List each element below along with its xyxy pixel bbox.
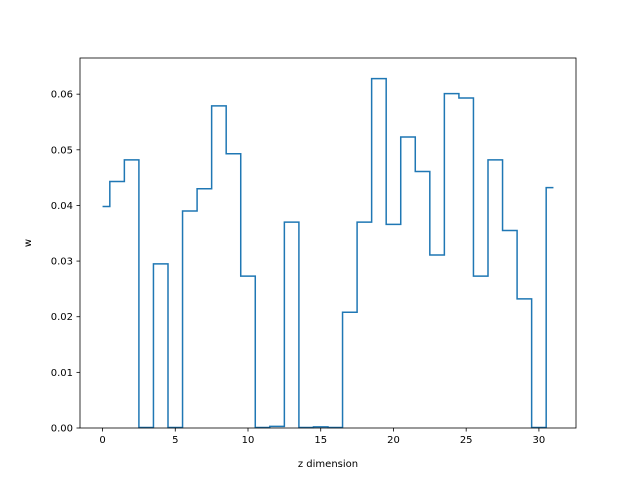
x-axis-ticks: 0 5 10 15 20 25 30: [99, 428, 545, 446]
series-line: [102, 77, 554, 429]
x-tick-label: 20: [387, 435, 400, 446]
plot-area: [102, 77, 554, 429]
x-tick-label: 15: [314, 435, 327, 446]
x-tick-label: 30: [533, 435, 546, 446]
y-tick-label: 0.05: [51, 145, 73, 156]
y-tick-label: 0.02: [51, 312, 73, 323]
y-tick-label: 0.04: [51, 201, 73, 212]
y-axis-ticks: 0.00 0.01 0.02 0.03 0.04 0.05 0.06: [51, 90, 80, 435]
y-tick-label: 0.00: [51, 424, 73, 435]
y-axis-label: w: [23, 239, 34, 247]
axes-frame: [79, 57, 577, 429]
x-tick-label: 0: [99, 435, 105, 446]
x-tick-label: 25: [460, 435, 473, 446]
x-axis-label: z dimension: [298, 459, 358, 470]
x-tick-label: 10: [242, 435, 255, 446]
y-tick-label: 0.06: [51, 90, 73, 101]
x-tick-label: 5: [172, 435, 178, 446]
y-tick-label: 0.01: [51, 368, 73, 379]
y-tick-label: 0.03: [51, 257, 73, 268]
